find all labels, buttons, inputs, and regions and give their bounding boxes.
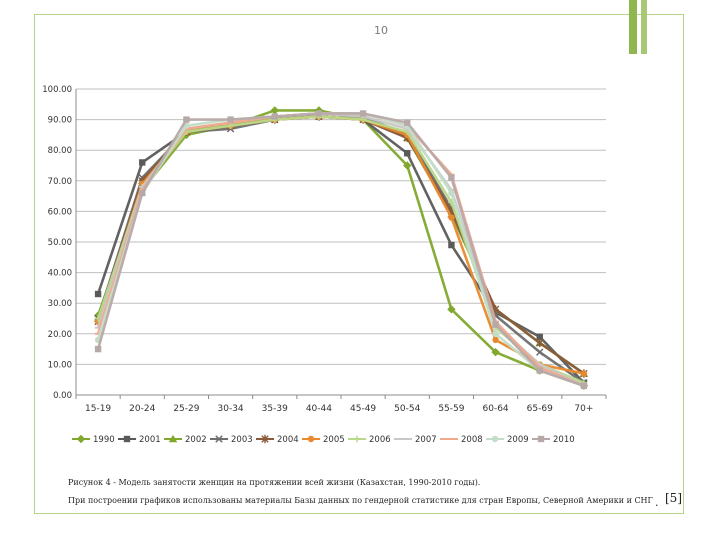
y-tick-label: 0.00 [53, 391, 72, 401]
legend-marker [353, 435, 361, 443]
legend-label: 2009 [507, 435, 529, 445]
decorative-bar [641, 0, 647, 54]
series-line-2006 [96, 115, 585, 384]
data-point-2005 [448, 214, 455, 221]
x-tick-label: 50-54 [394, 404, 420, 414]
x-tick-label: 65-69 [527, 404, 553, 414]
data-point-2010 [227, 116, 234, 123]
data-point-2010 [139, 189, 146, 197]
y-tick-label: 50.00 [48, 238, 72, 248]
legend-marker [76, 434, 86, 444]
data-point-2009 [492, 330, 499, 337]
line-chart: 0.00 10.00 20.00 30.00 40.00 50.00 60.00 70.00 8… [42, 85, 607, 445]
data-point-2010 [183, 116, 190, 123]
x-tick-label: 35-39 [262, 404, 288, 414]
y-tick-label: 80.00 [48, 146, 72, 156]
data-point-2010 [404, 119, 411, 126]
legend-marker [261, 434, 269, 444]
legend-marker [491, 435, 499, 443]
data-point-2001 [404, 150, 411, 157]
data-point-1990 [403, 161, 412, 170]
x-tick-label: 15-19 [85, 404, 111, 414]
data-point-2001 [536, 333, 543, 341]
data-point-2001 [448, 241, 455, 249]
x-tick-label: 55-59 [438, 404, 464, 414]
y-tick-label: 90.00 [48, 116, 72, 126]
slide-number: 10 [374, 24, 388, 37]
data-point-2005 [580, 370, 588, 377]
x-tick-label: 30-34 [218, 404, 244, 414]
series-line-2001 [96, 115, 585, 384]
slide-frame [34, 14, 684, 514]
x-tick-label: 25-29 [173, 404, 199, 414]
y-tick-label: 70.00 [48, 177, 72, 187]
data-point-2001 [139, 159, 146, 166]
data-point-2010 [315, 110, 323, 117]
data-point-2010 [492, 321, 499, 328]
data-point-1990 [491, 347, 500, 357]
x-tick-label: 60-64 [483, 404, 509, 414]
x-tick-label: 40-44 [306, 404, 332, 414]
data-point-2010 [536, 367, 543, 374]
legend-label: 2010 [553, 435, 575, 445]
legend-marker [123, 435, 131, 443]
legend-label: 2002 [185, 435, 207, 445]
legend-marker [168, 434, 178, 443]
legend-label: 2005 [323, 435, 345, 445]
y-tick-label: 30.00 [48, 299, 72, 309]
legend-label: 2004 [277, 435, 299, 445]
legend-label: 1990 [93, 435, 115, 445]
y-tick-label: 20.00 [48, 330, 72, 340]
legend-label: 2006 [369, 435, 391, 445]
x-tick-label: 70+ [574, 404, 593, 414]
y-tick-label: 60.00 [48, 207, 72, 217]
legend-marker [307, 435, 315, 443]
data-point-2001 [94, 290, 102, 298]
data-point-2010 [580, 382, 588, 390]
y-tick-label: 40.00 [48, 269, 72, 279]
y-tick-label: 10.00 [48, 360, 72, 370]
x-tick-label: 20-24 [129, 404, 155, 414]
series-line-2010 [96, 112, 585, 388]
data-point-2003 [536, 348, 544, 356]
legend-label: 2003 [231, 435, 253, 445]
data-point-1990 [447, 305, 456, 314]
legend-label: 2007 [415, 435, 437, 445]
data-point-2010 [359, 110, 367, 117]
decorative-bar [629, 0, 637, 54]
legend-marker [215, 435, 223, 443]
figure-caption: Рисунок 4 - Модель занятости женщин на п… [68, 478, 481, 487]
reference-number: [5] [665, 491, 682, 505]
source-note: При построении графиков использованы мат… [68, 496, 653, 505]
legend-marker [537, 435, 545, 443]
data-point-2010 [271, 113, 278, 120]
x-tick-label: 45-49 [350, 404, 376, 414]
caption-period: . [655, 496, 659, 509]
data-point-1990 [270, 106, 279, 115]
legend-label: 2008 [461, 435, 483, 445]
y-tick-label: 100.00 [42, 85, 72, 95]
data-point-2005 [492, 336, 499, 344]
data-point-2010 [94, 345, 102, 353]
data-point-2004 [536, 338, 544, 348]
legend-label: 2001 [139, 435, 161, 445]
data-point-2009 [448, 189, 455, 197]
data-point-2010 [448, 174, 455, 181]
